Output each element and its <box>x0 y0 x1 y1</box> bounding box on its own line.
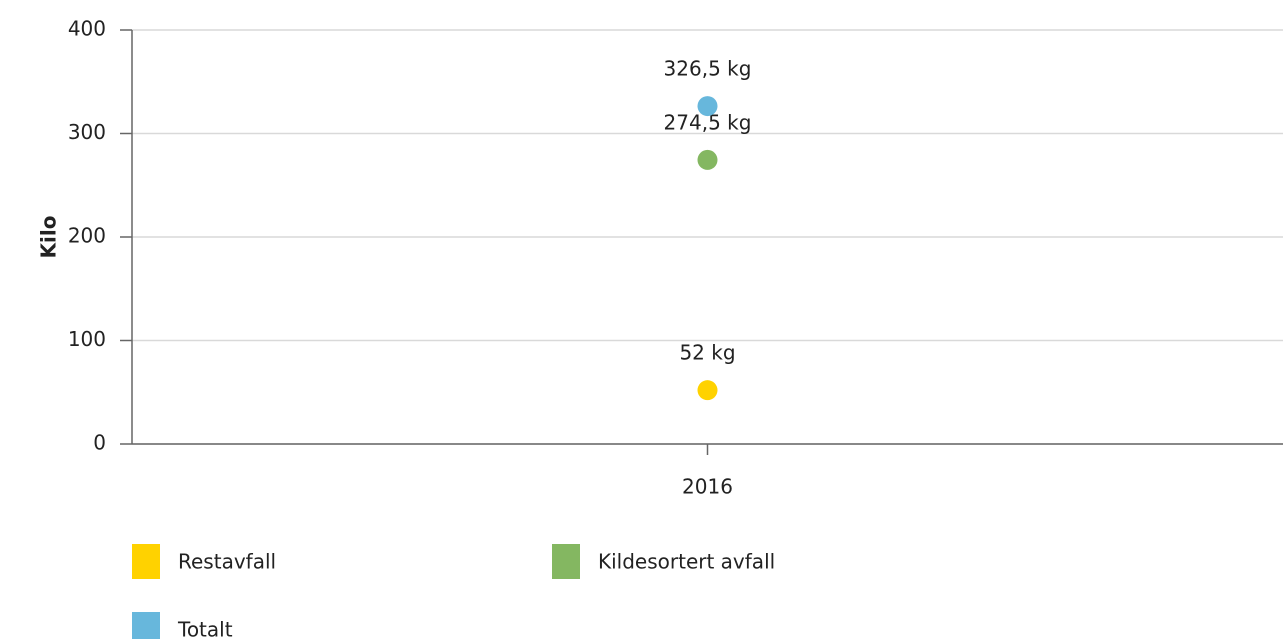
legend-swatch <box>552 544 580 579</box>
legend-swatch <box>132 544 160 579</box>
legend-label: Totalt <box>177 618 233 639</box>
y-tick-label: 400 <box>68 17 106 41</box>
x-tick-label: 2016 <box>682 475 733 499</box>
y-tick-label: 0 <box>93 431 106 455</box>
data-point <box>697 149 718 170</box>
data-label: 326,5 kg <box>664 57 752 81</box>
y-axis-label: Kilo <box>37 216 61 259</box>
data-point <box>697 96 718 117</box>
data-label: 52 kg <box>679 341 735 365</box>
legend-label: Restavfall <box>178 550 276 574</box>
legend-swatch <box>132 612 160 639</box>
data-point <box>697 380 718 401</box>
y-tick-label: 300 <box>68 120 106 144</box>
y-tick-label: 100 <box>68 327 106 351</box>
legend-label: Kildesortert avfall <box>598 550 775 574</box>
y-tick-label: 200 <box>68 224 106 248</box>
